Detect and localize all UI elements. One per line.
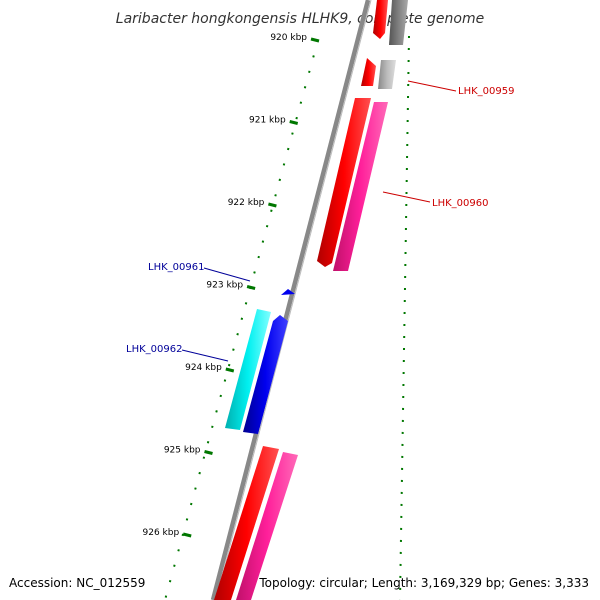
leader-00962 [181,349,229,362]
scale-ruler: 920 kbp 921 kbp 922 kbp 923 kbp 924 kbp 925 k… [143,33,320,600]
cds-forward-top [373,0,388,39]
gene-label-00961[interactable]: LHK_00961 [148,262,204,273]
scale-tick-label: 925 kbp [164,446,201,456]
scale-tick [182,532,192,538]
leader-00959 [407,80,457,92]
gene-label-00962[interactable]: LHK_00962 [126,344,182,355]
leader-00960 [382,191,431,203]
cds-forward-bottom [214,446,279,600]
gene-00961[interactable] [281,289,295,295]
scale-tick-label: 924 kbp [185,363,222,373]
gene-00962[interactable] [243,315,288,434]
gene-bottom [236,452,298,600]
map-title: Laribacter hongkongensis HLHK9, complete… [116,11,484,27]
gene-00960[interactable] [333,102,388,271]
scale-tick-label: 926 kbp [143,528,180,538]
scale-tick-label: 921 kbp [249,116,286,126]
scale-tick [310,37,320,43]
scale-tick-label: 922 kbp [228,198,265,208]
scale-tick-label: 920 kbp [270,33,307,43]
cds-forward-00959[interactable] [361,58,376,86]
genome-info-text: Topology: circular; Length: 3,169,329 bp… [258,576,589,590]
gene-label-00959[interactable]: LHK_00959 [458,86,514,97]
scale-dotted-line [164,39,319,600]
scale-tick [204,450,213,455]
gene-gray-top [389,0,408,45]
scale-tick [289,120,299,125]
accession-text: Accession: NC_012559 [9,576,145,590]
cds-forward-00960[interactable] [317,98,371,267]
genome-backbone [210,0,371,600]
scale-tick [225,367,235,373]
gene-00959[interactable] [378,60,396,89]
cds-reverse-00962[interactable] [225,309,271,430]
scale-tick-label: 923 kbp [206,281,243,291]
scale-tick [246,285,256,290]
outer-dotted-guide [399,35,410,600]
scale-tick [268,202,277,208]
leader-00961 [203,267,251,282]
gene-label-00960[interactable]: LHK_00960 [432,198,488,209]
genome-backbone-highlight [215,0,372,600]
